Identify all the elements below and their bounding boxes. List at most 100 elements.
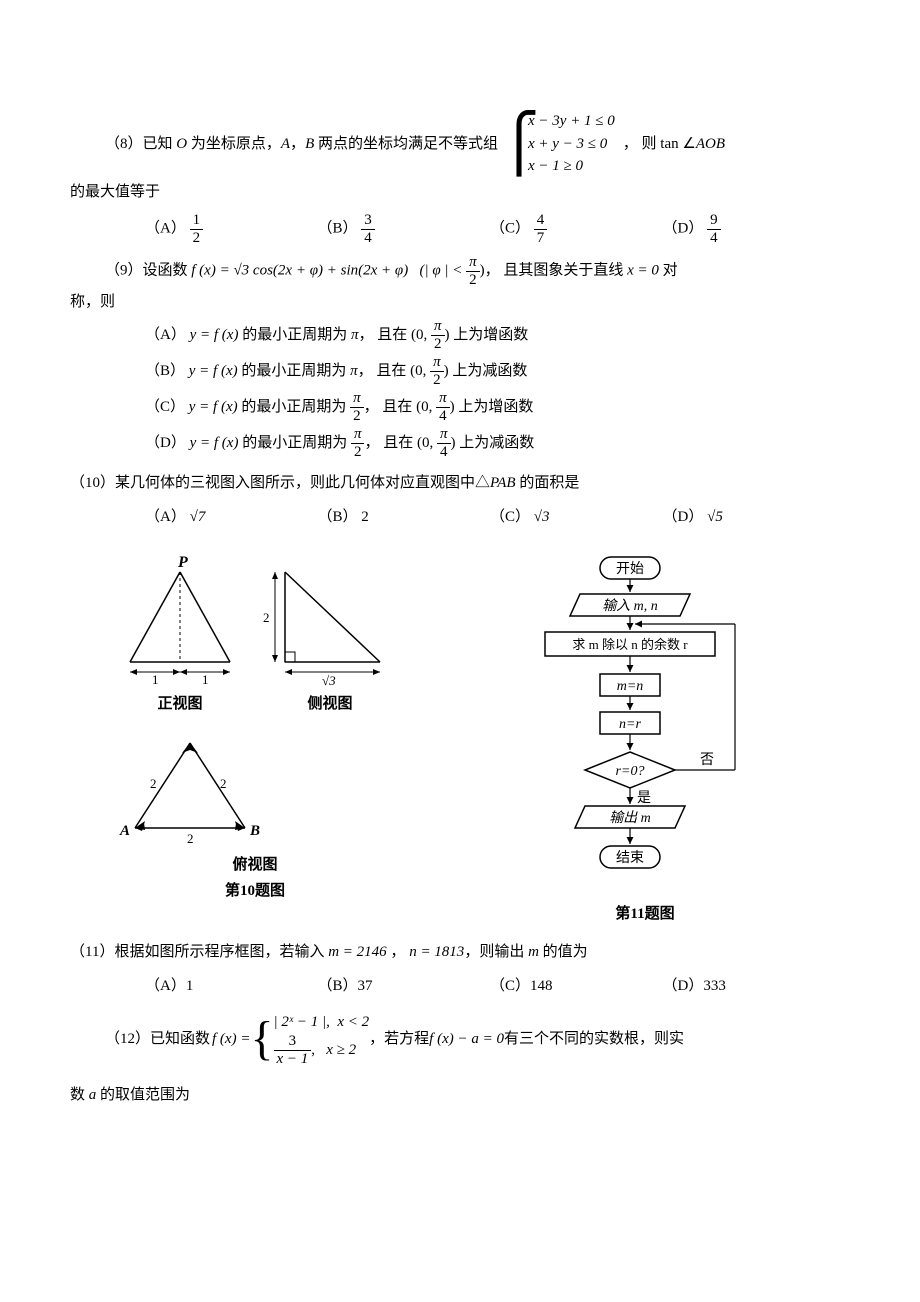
q8-mid2: 两点的坐标均满足不等式组 xyxy=(314,136,498,152)
q9-x0: x = 0 xyxy=(627,262,659,278)
q8-eq2: x + y − 3 ≤ 0 xyxy=(528,133,615,156)
case1: | 2ˣ − 1 |, xyxy=(274,1014,330,1030)
q9-opt-a: （A） y = f (x) 的最小正周期为 π， 且在 (0, π2) 上为增函… xyxy=(145,317,835,353)
opt-label: （D） xyxy=(145,435,186,451)
q10-opt-d: （D） √5 xyxy=(663,503,836,532)
opt-val: 148 xyxy=(530,978,553,994)
opt-t3: ， 且在 (0, xyxy=(364,399,437,415)
opt-pi: π xyxy=(350,363,358,379)
front-view: P 1 1 正视图 xyxy=(105,552,255,713)
top-view-label: 俯视图 xyxy=(105,853,405,874)
q9-func: f (x) = √3 cos(2x + φ) + sin(2x + φ) xyxy=(191,262,408,278)
fig11-caption: 第11题图 xyxy=(515,902,775,923)
dim-2a: 2 xyxy=(150,776,157,791)
case2c: x ≥ 2 xyxy=(326,1039,356,1062)
question-12: （12）已知函数 f (x) = { | 2ˣ − 1 |, x < 2 3x … xyxy=(105,1011,835,1110)
q8-B: B xyxy=(305,136,314,152)
frac-den: 7 xyxy=(534,230,548,247)
opt-t3: ， 且在 (0, xyxy=(358,327,431,343)
opt-t2: 的最小正周期为 xyxy=(238,363,351,379)
q8-aob: AOB xyxy=(696,130,725,159)
opt-label: （A） xyxy=(145,220,186,236)
q9-cond2: )， 且其图象关于直线 xyxy=(480,262,628,278)
q9-line2: 称，则 xyxy=(70,288,835,317)
side-view: 2 √3 侧视图 xyxy=(255,552,405,713)
frac-num: π xyxy=(350,390,364,408)
frac-den: 4 xyxy=(436,408,450,425)
opt-t3: ， 且在 (0, xyxy=(358,363,431,379)
q8-mid1: 为坐标原点， xyxy=(187,136,281,152)
dim-1b: 1 xyxy=(202,672,209,687)
opt-label: （A） xyxy=(145,509,186,525)
q9-opt-b: （B） y = f (x) 的最小正周期为 π， 且在 (0, π2) 上为减函… xyxy=(145,353,835,389)
opt-label: （C） xyxy=(490,509,530,525)
opt-t4: ) 上为减函数 xyxy=(451,435,535,451)
opt-fx: y = f (x) xyxy=(190,327,239,343)
opt-label: （C） xyxy=(490,978,530,994)
dim-2: 2 xyxy=(263,610,270,625)
q8-eq1: x − 3y + 1 ≤ 0 xyxy=(528,110,615,133)
opt-label: （C） xyxy=(145,399,185,415)
opt-t4: ) 上为增函数 xyxy=(445,327,529,343)
frac-den: 2 xyxy=(190,230,204,247)
opt-label: （D） xyxy=(663,509,704,525)
q8-comma: ， xyxy=(290,136,305,152)
opt-label: （B） xyxy=(318,978,358,994)
q10-opt-c: （C） √3 xyxy=(490,503,663,532)
opt-label: （B） xyxy=(145,363,185,379)
opt-label: （B） xyxy=(318,220,358,236)
q8-opt-a: （A） 12 xyxy=(145,212,318,246)
fc-end: 结束 xyxy=(616,850,644,866)
dim-2c: 2 xyxy=(187,831,194,846)
opt-val: 333 xyxy=(703,978,726,994)
dim-1a: 1 xyxy=(152,672,159,687)
q12-t3: 有三个不同的实数根，则实 xyxy=(504,1025,684,1054)
q12-line2: 数 a 的取值范围为 xyxy=(70,1081,835,1110)
frac-num: π xyxy=(436,390,450,408)
opt-label: （D） xyxy=(663,978,704,994)
question-11: （11）根据如图所示程序框图，若输入 m = 2146 ， n = 1813，则… xyxy=(70,938,835,1001)
side-view-svg: 2 √3 xyxy=(255,552,405,692)
q10-opt-b: （B） 2 xyxy=(318,503,491,532)
dim-2b: 2 xyxy=(220,776,227,791)
frac-num: π xyxy=(431,318,445,336)
fc-step1: 求 m 除以 n 的余数 r xyxy=(572,637,688,652)
opt-val: √7 xyxy=(190,509,206,525)
q8-A: A xyxy=(281,136,290,152)
opt-fx: y = f (x) xyxy=(189,363,238,379)
top-view: A B 2 2 2 俯视图 xyxy=(105,723,405,874)
brace-icon: { xyxy=(250,1015,273,1063)
opt-t4: ) 上为增函数 xyxy=(450,399,534,415)
comma: , xyxy=(311,1039,315,1062)
q8-opt-d: （D） 94 xyxy=(663,212,836,246)
q10-stem: （10）某几何体的三视图入图所示，则此几何体对应直观图中△PAB 的面积是 xyxy=(70,469,835,498)
opt-val: 2 xyxy=(361,509,369,525)
opt-label: （B） xyxy=(318,509,358,525)
q8-O: O xyxy=(176,136,187,152)
dim-sqrt3: √3 xyxy=(322,673,336,688)
q12-stem: （12）已知函数 f (x) = { | 2ˣ − 1 |, x < 2 3x … xyxy=(105,1011,835,1068)
opt-t4: ) 上为减函数 xyxy=(444,363,528,379)
q12-eq: f (x) − a = 0 xyxy=(429,1025,504,1054)
fc-input: 输入 m, n xyxy=(602,598,658,614)
q11-mvar: m xyxy=(528,944,539,960)
opt-val: 1 xyxy=(186,978,194,994)
q10-text: （10）某几何体的三视图入图所示，则此几何体对应直观图中△ xyxy=(70,475,490,491)
q10-text2: 的面积是 xyxy=(516,475,580,491)
front-view-svg: P 1 1 xyxy=(105,552,255,692)
q11-t3: 的值为 xyxy=(539,944,588,960)
label-B: B xyxy=(249,823,260,839)
q12-fx: f (x) = xyxy=(212,1025,250,1054)
frac-den: 2 xyxy=(466,272,480,289)
frac-den: 2 xyxy=(351,444,365,461)
opt-val: √5 xyxy=(707,509,723,525)
q8-prefix: （8）已知 xyxy=(105,136,176,152)
frac-num: π xyxy=(430,354,444,372)
opt-label: （C） xyxy=(490,220,530,236)
q11-t1: （11）根据如图所示程序框图，若输入 xyxy=(70,944,328,960)
q11-comma: ， xyxy=(387,944,410,960)
opt-t2: 的最小正周期为 xyxy=(238,399,351,415)
front-view-label: 正视图 xyxy=(105,692,255,713)
flowchart-svg: 开始 输入 m, n 求 m 除以 n 的余数 r m=n n=r r=0? xyxy=(515,552,775,897)
top-view-svg: A B 2 2 2 xyxy=(105,723,275,853)
